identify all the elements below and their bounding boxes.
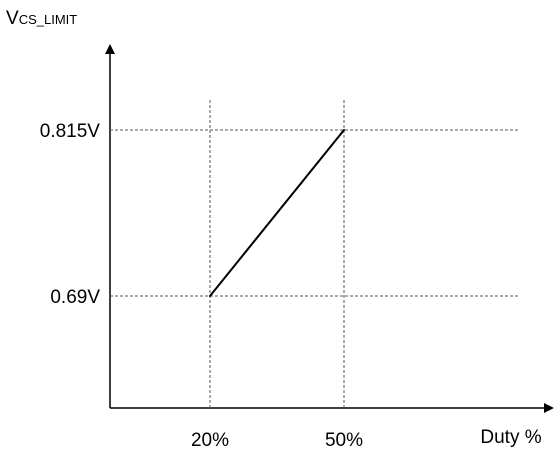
guide-lines	[110, 100, 520, 408]
y-tick-labels: 0.69V 0.815V	[40, 121, 101, 308]
series-line	[209, 129, 345, 297]
y-tick-label-0: 0.69V	[50, 287, 100, 308]
x-tick-label-0: 20%	[191, 430, 229, 451]
data-point-0	[209, 295, 211, 297]
y-axis-title-subscript: CS_LIMIT	[19, 12, 78, 27]
x-tick-label-1: 50%	[325, 430, 363, 451]
series	[209, 129, 345, 297]
x-tick-labels: 20% 50%	[191, 430, 363, 451]
x-axis-title: Duty %	[480, 427, 541, 448]
y-tick-label-1: 0.815V	[40, 121, 101, 142]
y-axis-title: VCS_LIMIT	[6, 8, 77, 29]
y-axis-title-main: V	[6, 8, 19, 29]
data-point-1	[343, 129, 345, 131]
